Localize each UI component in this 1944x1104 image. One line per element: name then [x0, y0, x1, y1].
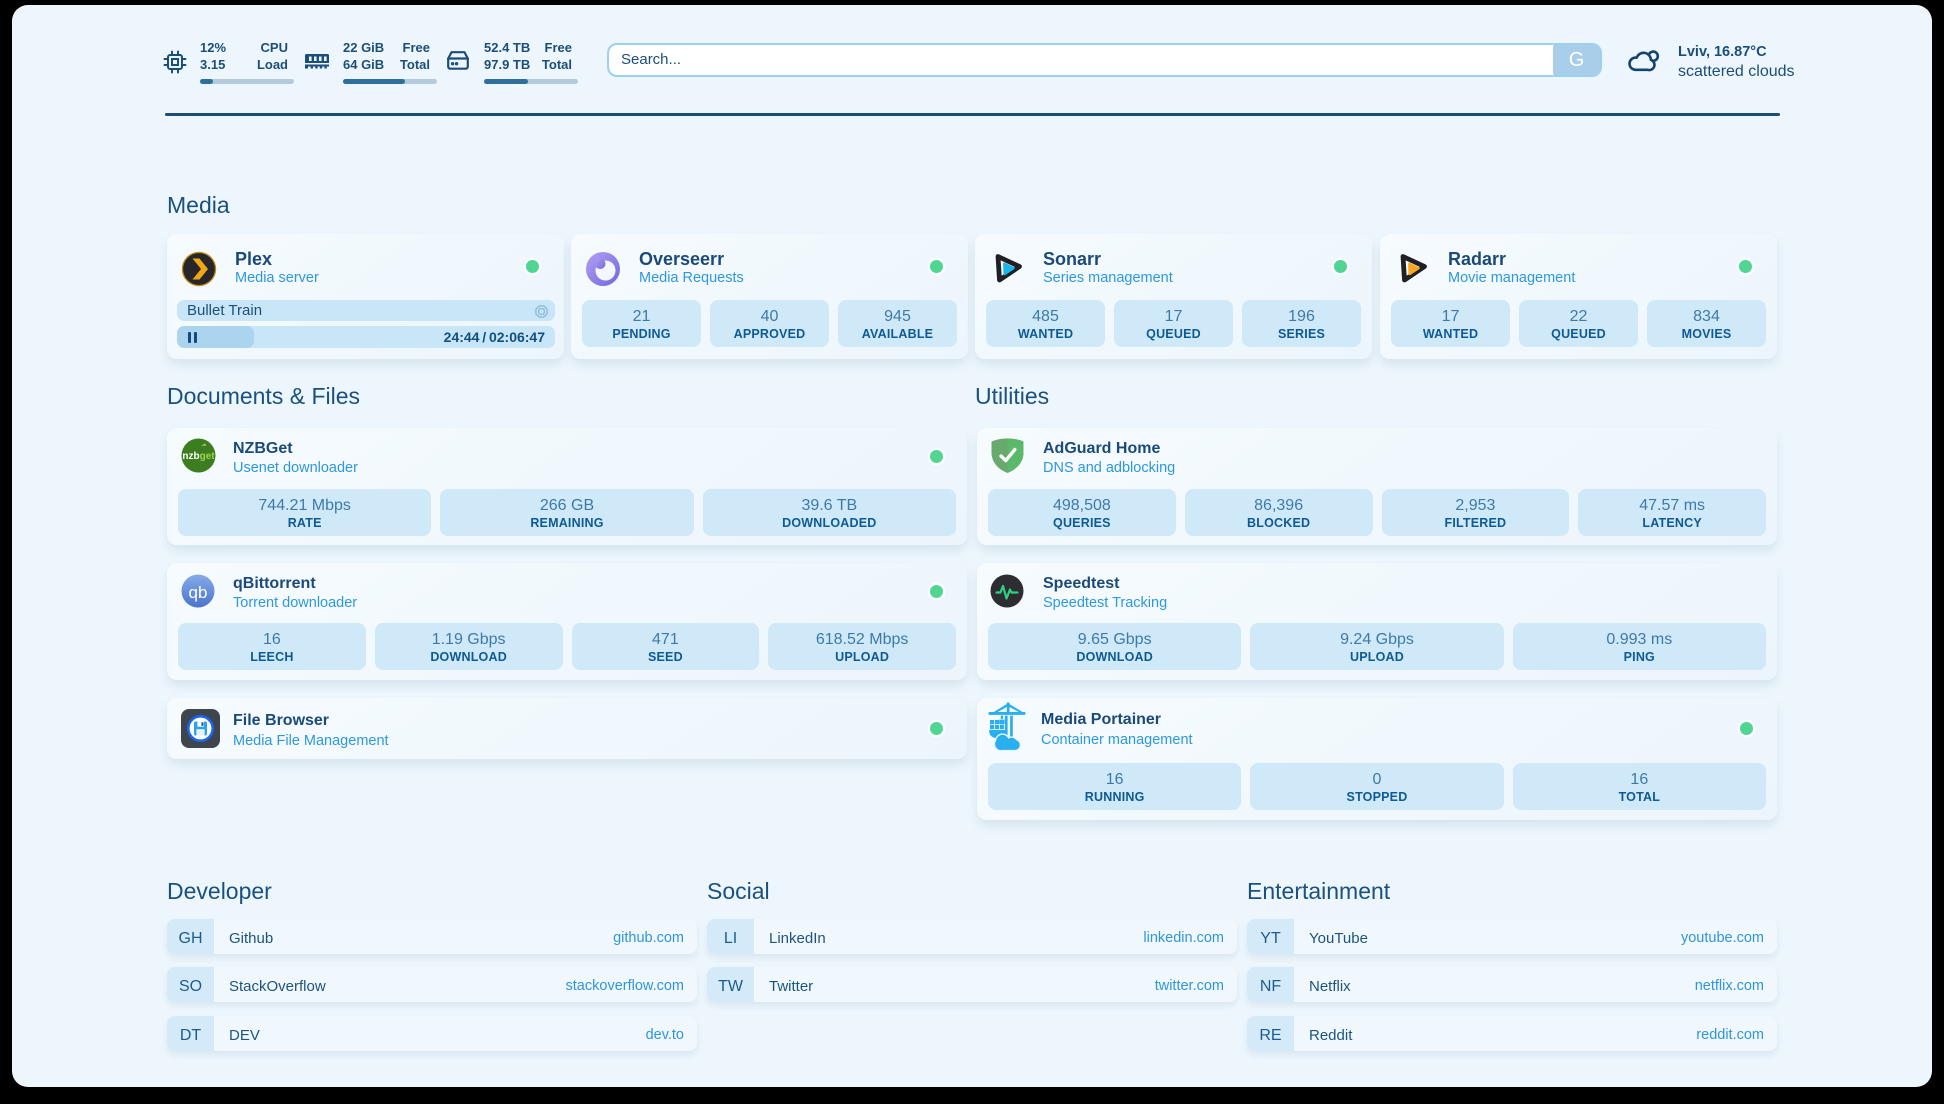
svg-text:qb: qb	[189, 583, 208, 602]
svg-text:nzbget: nzbget	[182, 451, 215, 462]
